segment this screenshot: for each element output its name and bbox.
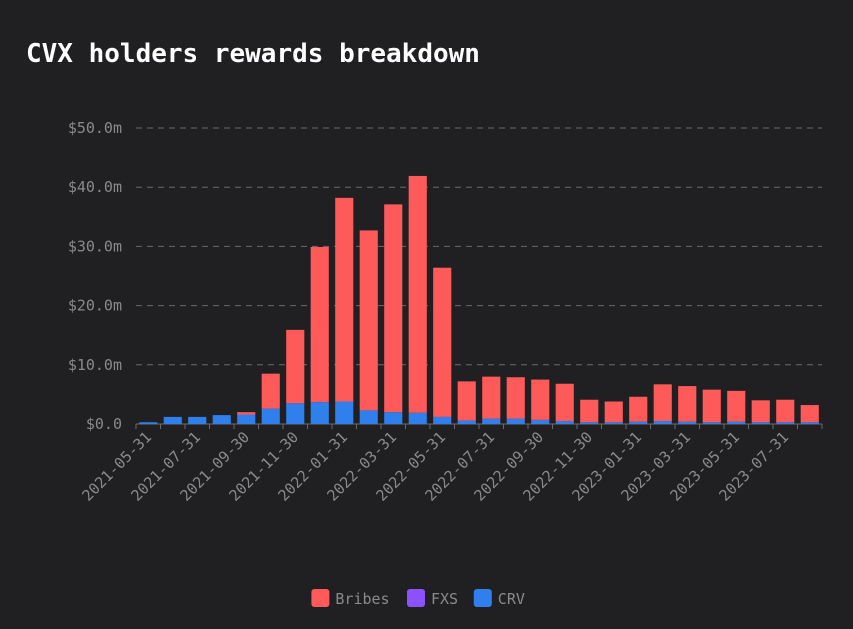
bar-segment: [531, 379, 550, 420]
bar-segment: [776, 399, 795, 423]
bar-segment: [433, 267, 452, 417]
bar-segment: [727, 390, 746, 422]
legend-label: Bribes: [335, 590, 389, 608]
bar-segment: [139, 422, 158, 424]
bar-segment: [653, 421, 672, 424]
legend-swatch: [407, 589, 425, 607]
bar-segment: [261, 408, 280, 424]
bar-segment: [555, 421, 574, 424]
bar-segment: [678, 386, 697, 422]
y-tick-label: $40.0m: [68, 178, 122, 196]
bar-segment: [629, 421, 648, 424]
bar-segment: [457, 420, 476, 424]
bar-segment: [604, 422, 623, 424]
bar-segment: [408, 175, 427, 413]
bar-segment: [261, 373, 280, 409]
bar-segment: [384, 204, 403, 413]
bar-segment: [310, 402, 329, 424]
bar-segment: [310, 246, 329, 403]
legend-swatch: [473, 589, 492, 607]
bar-segment: [163, 416, 182, 424]
bar-segment: [776, 422, 795, 424]
bar-segment: [359, 410, 378, 424]
legend-swatch: [311, 589, 330, 607]
bar-segment: [531, 419, 550, 424]
chart-title: CVX holders rewards breakdown: [26, 39, 480, 69]
bar-segment: [335, 401, 354, 424]
y-tick-label: $30.0m: [68, 237, 122, 255]
bar-segment: [408, 412, 427, 424]
y-tick-label: $50.0m: [68, 119, 122, 137]
bar-segment: [384, 412, 403, 424]
bar-segment: [237, 414, 256, 424]
bar-segment: [751, 422, 770, 424]
bar-segment: [678, 421, 697, 424]
bar-segment: [727, 421, 746, 424]
legend-label: FXS: [431, 590, 458, 608]
bar-segment: [629, 396, 648, 422]
y-tick-label: $0.0: [86, 415, 122, 433]
bar-segment: [286, 329, 305, 404]
bar-segment: [800, 405, 819, 423]
bar-segment: [653, 384, 672, 422]
bar-segment: [506, 377, 525, 419]
bar-segment: [188, 416, 207, 424]
bar-segment: [212, 415, 231, 424]
bar-segment: [702, 422, 721, 424]
bar-segment: [506, 418, 525, 424]
bar-segment: [580, 399, 599, 423]
bar-segment: [555, 383, 574, 422]
bar-segment: [335, 197, 354, 402]
bar-segment: [482, 376, 501, 419]
bar-segment: [702, 389, 721, 423]
bar-segment: [237, 412, 256, 415]
bar-segment: [482, 418, 501, 424]
y-tick-label: $10.0m: [68, 356, 122, 374]
bar-segment: [604, 401, 623, 423]
bar-segment: [580, 422, 599, 424]
bar-segment: [751, 400, 770, 423]
bar-segment: [359, 230, 378, 411]
y-tick-label: $20.0m: [68, 297, 122, 315]
bar-segment: [286, 403, 305, 424]
bar-segment: [457, 381, 476, 421]
legend-label: CRV: [498, 590, 525, 608]
bar-segment: [800, 422, 819, 424]
bar-segment: [433, 416, 452, 424]
